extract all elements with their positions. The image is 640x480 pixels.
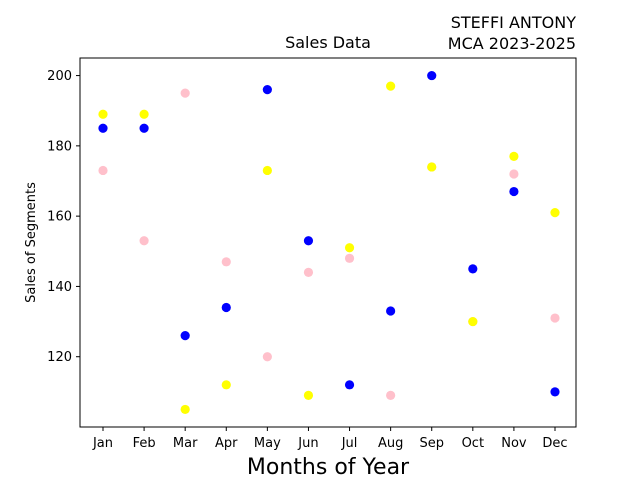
data-point	[303, 267, 314, 277]
author-name: STEFFI ANTONY	[451, 13, 577, 32]
data-point	[180, 88, 190, 98]
data-point	[98, 165, 108, 176]
data-point	[509, 169, 519, 179]
data-point	[427, 162, 437, 172]
x-tick-label: Nov	[501, 436, 527, 451]
x-axis-label: Months of Year	[247, 455, 410, 480]
data-point	[262, 85, 272, 95]
y-tick-label: 200	[47, 69, 72, 84]
y-axis-label: Sales of Segments	[24, 182, 39, 303]
data-point	[180, 404, 190, 415]
axes-frame	[79, 57, 577, 428]
y-tick-label: 140	[47, 280, 72, 295]
data-point	[550, 313, 560, 323]
data-point	[386, 81, 396, 91]
x-tick-label: Sep	[419, 436, 444, 451]
data-point	[468, 264, 478, 274]
data-point	[386, 390, 396, 400]
data-point	[98, 123, 108, 133]
data-point	[221, 257, 231, 267]
data-point	[509, 186, 519, 197]
plot-area: 120 140 160 180 200 Jan Feb Mar Apr May Jun Jul Aug S…	[47, 69, 567, 451]
x-tick-label: Oct	[462, 436, 484, 451]
x-tick-label: May	[254, 436, 281, 451]
y-tick-label: 120	[47, 350, 72, 365]
author-course: MCA 2023-2025	[448, 34, 576, 53]
data-point	[221, 302, 231, 313]
data-point	[221, 380, 231, 390]
chart-title: Sales Data	[285, 33, 371, 52]
data-point	[468, 316, 478, 327]
data-point	[386, 306, 396, 316]
data-point	[262, 352, 272, 362]
x-tick-label: Mar	[173, 436, 198, 451]
data-point	[262, 165, 272, 176]
data-point	[180, 331, 190, 341]
data-point	[139, 123, 149, 133]
x-tick-label: Jan	[92, 436, 113, 451]
x-tick-label: Apr	[215, 436, 238, 451]
data-point	[303, 236, 314, 246]
x-tick-label: Aug	[378, 436, 403, 451]
data-point	[344, 243, 355, 253]
data-point	[344, 380, 355, 390]
data-point	[550, 208, 560, 218]
data-point	[427, 70, 437, 81]
data-point	[139, 109, 149, 119]
x-tick-label: Feb	[133, 436, 156, 451]
y-tick-label: 180	[47, 139, 72, 154]
data-point	[98, 109, 108, 119]
data-point	[509, 151, 519, 161]
x-tick-label: Jun	[297, 436, 318, 451]
data-point	[139, 236, 149, 246]
y-tick-label: 160	[47, 210, 72, 225]
x-tick-label: Dec	[542, 436, 567, 451]
x-tick-label: Jul	[341, 436, 358, 451]
data-point	[344, 253, 355, 263]
data-point	[550, 387, 560, 397]
data-point	[303, 390, 314, 400]
